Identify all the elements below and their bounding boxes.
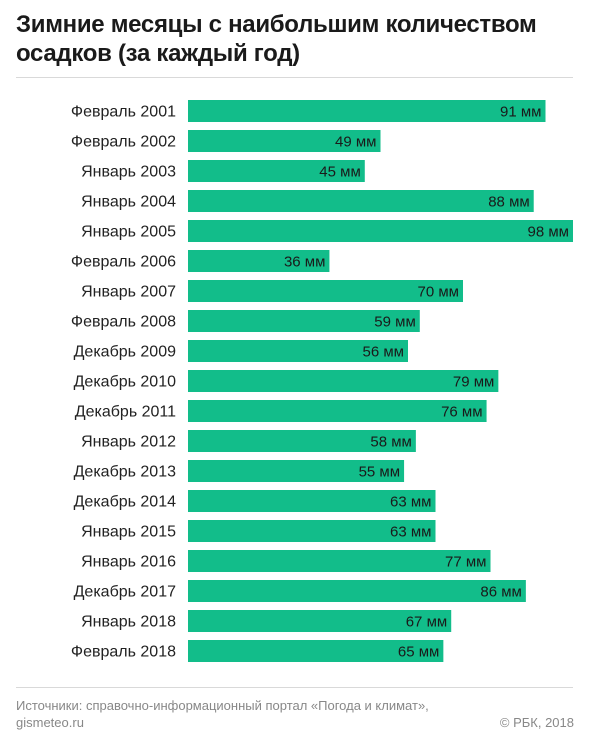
bar: [188, 430, 416, 452]
value-label: 67 мм: [406, 614, 447, 631]
value-label: 88 мм: [488, 194, 529, 211]
bar: [188, 310, 420, 332]
category-label: Декабрь 2009: [74, 344, 177, 361]
value-label: 59 мм: [374, 314, 415, 331]
value-label: 79 мм: [453, 374, 494, 391]
category-label: Январь 2004: [81, 194, 176, 211]
category-label: Февраль 2002: [71, 134, 176, 151]
footer-divider: [16, 687, 573, 688]
category-label: Декабрь 2014: [74, 494, 177, 511]
bar: [188, 640, 444, 662]
bar: [188, 190, 534, 212]
bar-chart: Февраль 2001 91 мм Февраль 2002 49 мм Январь…: [71, 100, 573, 662]
bar: [188, 100, 546, 122]
category-label: Февраль 2018: [71, 644, 176, 661]
value-label: 76 мм: [441, 404, 482, 421]
category-label: Январь 2012: [81, 434, 176, 451]
bar: [188, 520, 436, 542]
category-label: Декабрь 2011: [75, 404, 176, 421]
bar: [188, 130, 381, 152]
value-label: 63 мм: [390, 524, 431, 541]
category-label: Январь 2005: [81, 224, 176, 241]
category-label: Январь 2018: [81, 614, 176, 631]
bar: [188, 610, 452, 632]
value-label: 55 мм: [359, 464, 400, 481]
chart-title: Зимние месяцы с наибольшим количеством о…: [16, 11, 537, 67]
value-label: 65 мм: [398, 644, 439, 661]
category-label: Декабрь 2013: [74, 464, 177, 481]
bar: [188, 160, 365, 182]
value-label: 56 мм: [363, 344, 404, 361]
value-label: 63 мм: [390, 494, 431, 511]
bar: [188, 370, 499, 392]
value-label: 91 мм: [500, 104, 541, 121]
category-label: Февраль 2001: [71, 104, 176, 121]
category-label: Январь 2016: [81, 554, 176, 571]
bar: [188, 220, 573, 242]
bar: [188, 580, 526, 602]
bar: [188, 460, 405, 482]
category-label: Январь 2003: [81, 164, 176, 181]
title-divider: [16, 77, 573, 78]
source-note: Источники: справочно-информационный порт…: [16, 698, 429, 730]
bar: [188, 550, 491, 572]
category-label: Январь 2007: [81, 284, 176, 301]
bar: [188, 490, 436, 512]
category-label: Февраль 2006: [71, 254, 176, 271]
value-label: 49 мм: [335, 134, 376, 151]
category-label: Январь 2015: [81, 524, 176, 541]
category-label: Февраль 2008: [71, 314, 176, 331]
value-label: 86 мм: [480, 584, 521, 601]
category-label: Декабрь 2010: [74, 374, 177, 391]
bar: [188, 280, 463, 302]
bar: [188, 400, 487, 422]
category-label: Декабрь 2017: [74, 584, 177, 601]
copyright: © РБК, 2018: [499, 715, 574, 730]
value-label: 58 мм: [370, 434, 411, 451]
bar: [188, 250, 330, 272]
value-label: 77 мм: [445, 554, 486, 571]
value-label: 36 мм: [284, 254, 325, 271]
value-label: 98 мм: [528, 224, 569, 241]
bar: [188, 340, 408, 362]
value-label: 45 мм: [319, 164, 360, 181]
value-label: 70 мм: [418, 284, 459, 301]
